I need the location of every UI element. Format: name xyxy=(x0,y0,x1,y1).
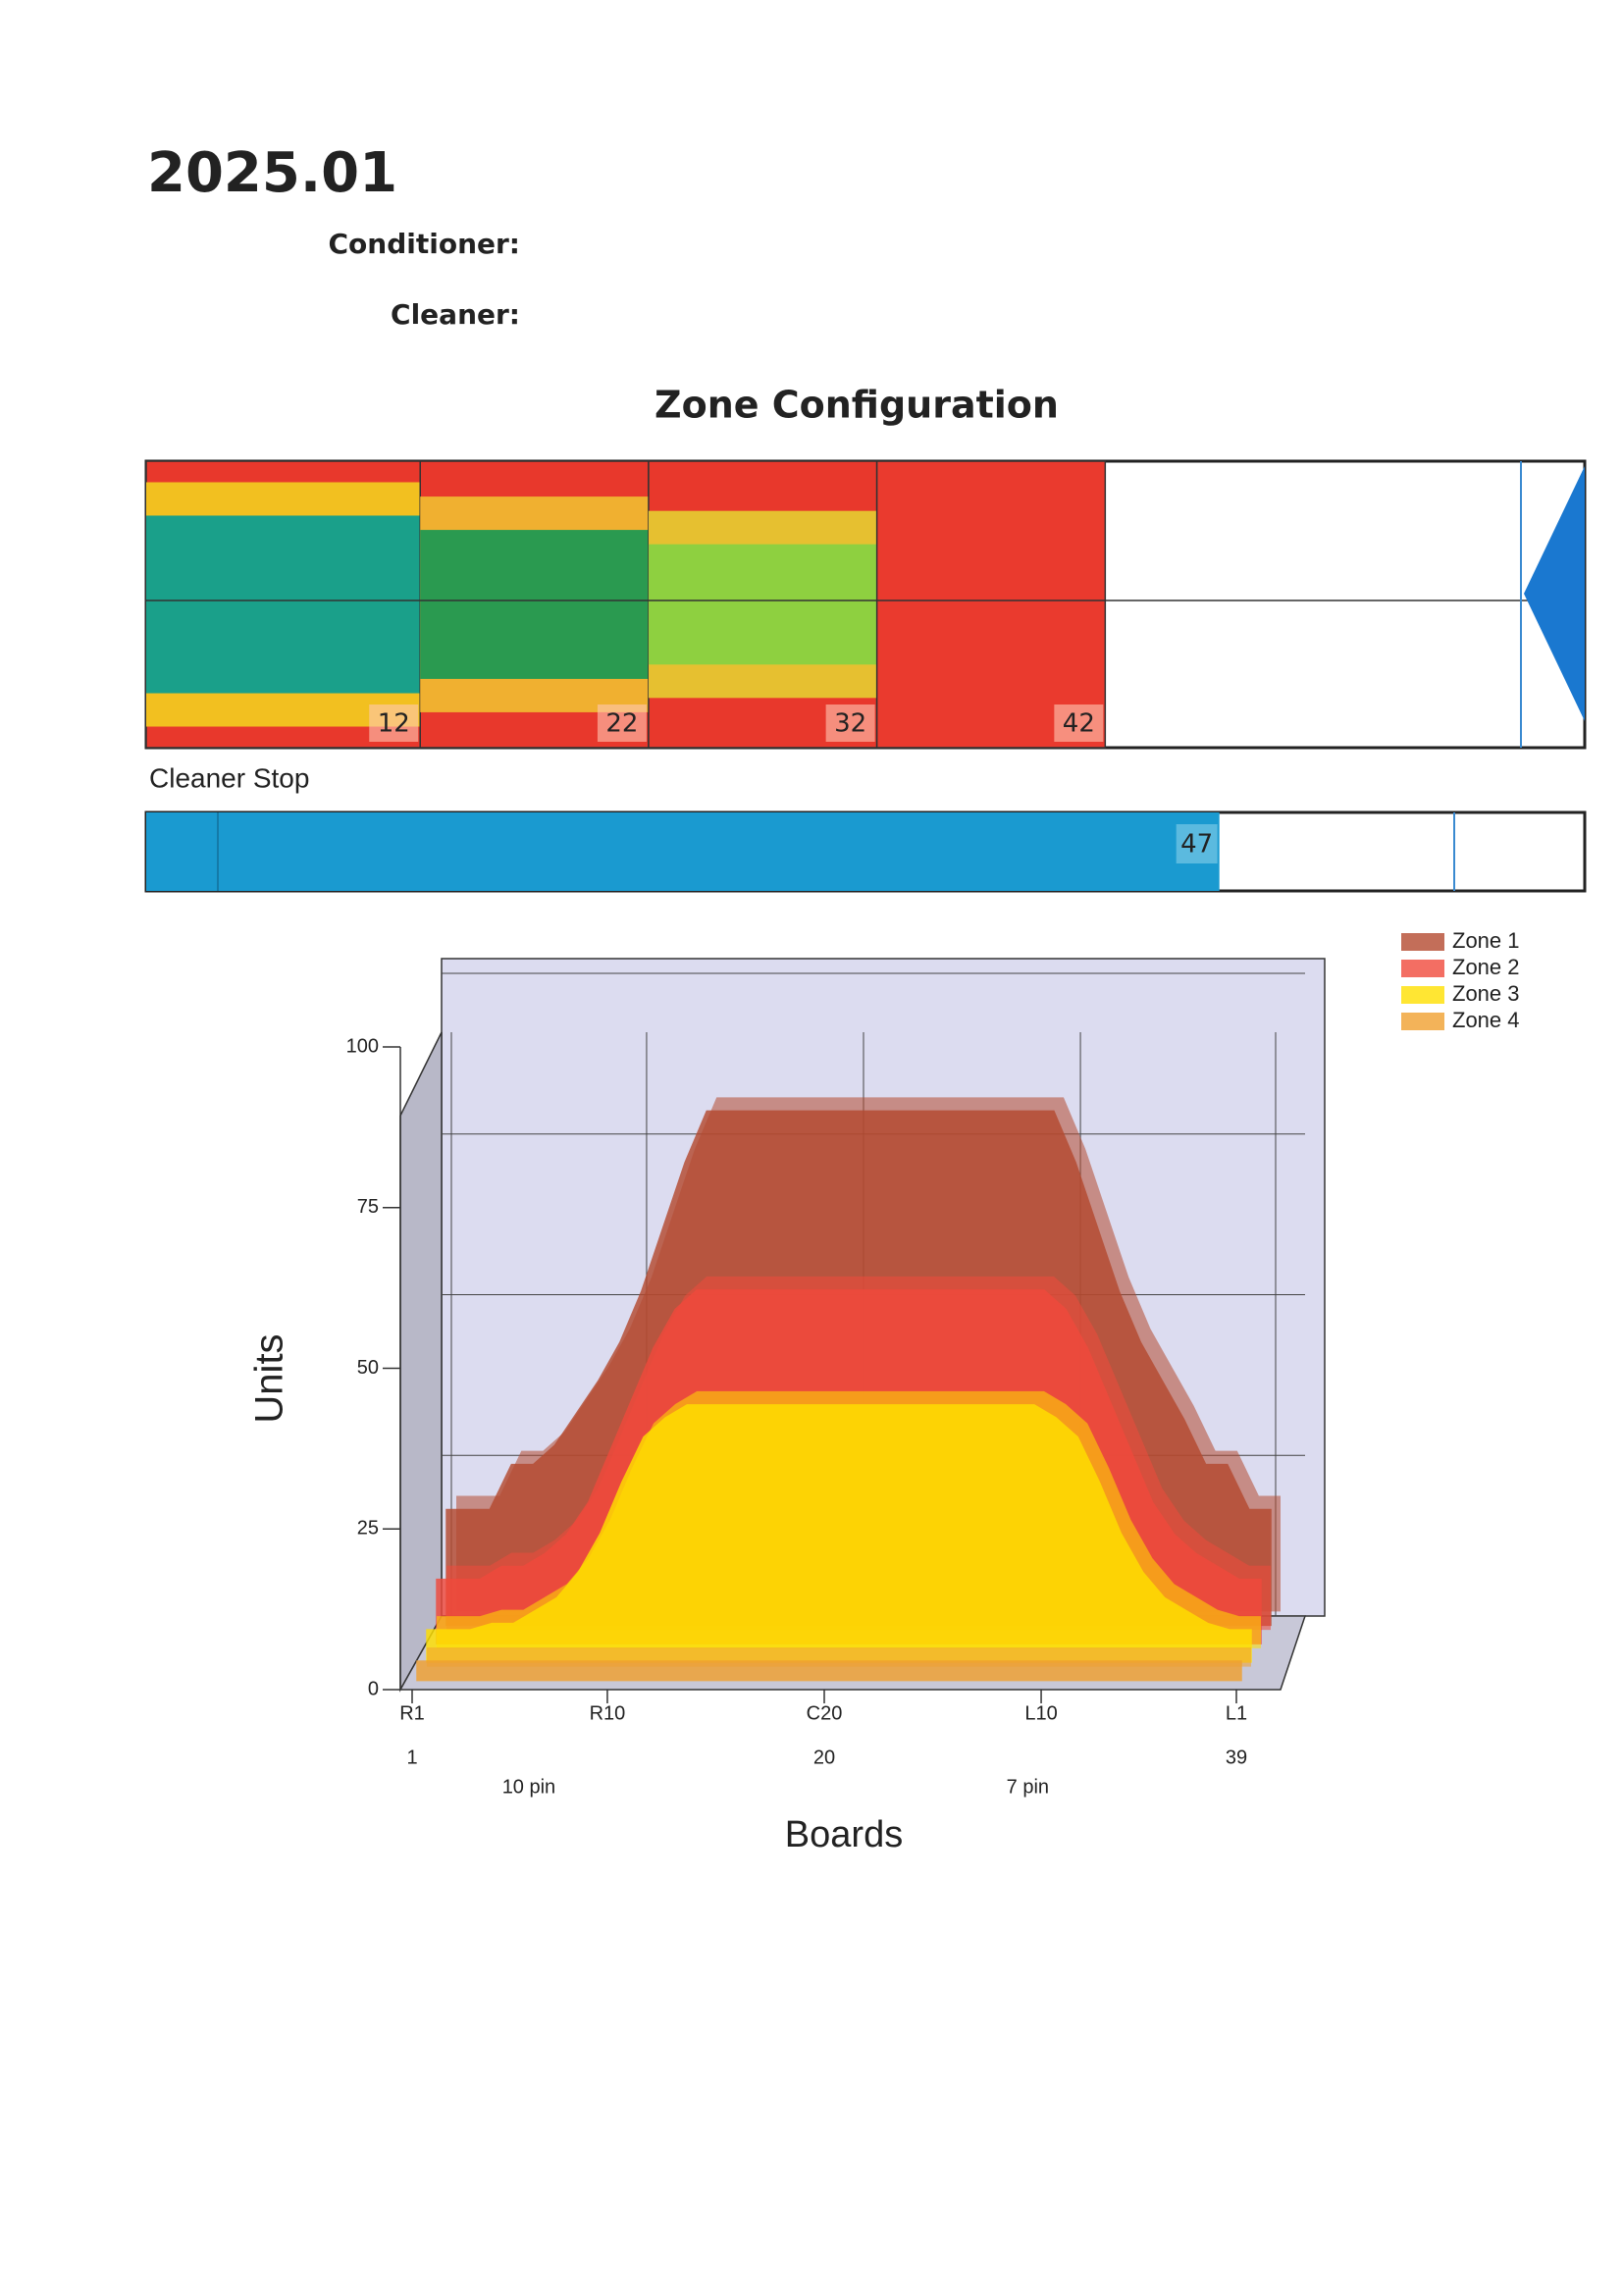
zone-marker: 42 xyxy=(1063,709,1095,739)
page-title: 2025.01 xyxy=(147,141,397,205)
stop-label: Cleaner Stop xyxy=(149,762,309,793)
marker-box xyxy=(825,704,875,742)
end-arrow xyxy=(1524,466,1585,721)
stop-box xyxy=(1176,824,1218,863)
y-tick-label: 25 xyxy=(357,1518,379,1539)
legend-label: Zone 4 xyxy=(1452,1008,1520,1032)
x-tick-label: R1 xyxy=(399,1702,425,1724)
marker-box xyxy=(597,704,647,742)
annotation: 10 pin xyxy=(502,1776,556,1798)
legend-label: Zone 2 xyxy=(1452,955,1520,979)
x-tick-number: 1 xyxy=(406,1747,417,1768)
x-tick-number: 39 xyxy=(1226,1747,1247,1768)
y-tick-label: 100 xyxy=(346,1035,379,1057)
y-tick-label: 75 xyxy=(357,1196,379,1218)
annotation: 7 pin xyxy=(1007,1776,1049,1798)
marker-box xyxy=(369,704,419,742)
x-tick-label: L1 xyxy=(1226,1702,1247,1724)
stop-value: 47 xyxy=(1180,830,1213,860)
x-axis-label: Boards xyxy=(785,1814,903,1855)
y-tick-label: 50 xyxy=(357,1357,379,1379)
zone-title: Zone Configuration xyxy=(654,384,1059,427)
legend-swatch xyxy=(1401,1013,1444,1030)
x-tick-label: L10 xyxy=(1024,1702,1057,1724)
legend-label: Zone 1 xyxy=(1452,928,1520,953)
zone-inner xyxy=(420,530,649,679)
zone-marker: 12 xyxy=(378,709,410,739)
area xyxy=(416,1660,1242,1682)
legend-swatch xyxy=(1401,933,1444,951)
legend-swatch xyxy=(1401,960,1444,977)
x-tick-number: 20 xyxy=(813,1747,835,1768)
zone-marker: 32 xyxy=(834,709,866,739)
legend-label: Zone 3 xyxy=(1452,981,1520,1006)
marker-box xyxy=(1054,704,1104,742)
zone xyxy=(875,460,1107,749)
stop-bar xyxy=(146,812,1220,891)
x-tick-label: C20 xyxy=(807,1702,843,1724)
zone-marker: 22 xyxy=(605,709,638,739)
area xyxy=(426,1404,1252,1663)
cleaner-label: Cleaner: xyxy=(391,298,520,331)
zone-inner xyxy=(146,515,421,694)
zone-inner xyxy=(648,544,877,665)
legend-swatch xyxy=(1401,986,1444,1004)
side-wall xyxy=(399,1031,443,1693)
x-tick-label: R10 xyxy=(590,1702,626,1724)
conditioner-label: Conditioner: xyxy=(328,228,520,260)
y-axis-label: Units xyxy=(248,1333,291,1423)
y-tick-label: 0 xyxy=(368,1678,379,1699)
